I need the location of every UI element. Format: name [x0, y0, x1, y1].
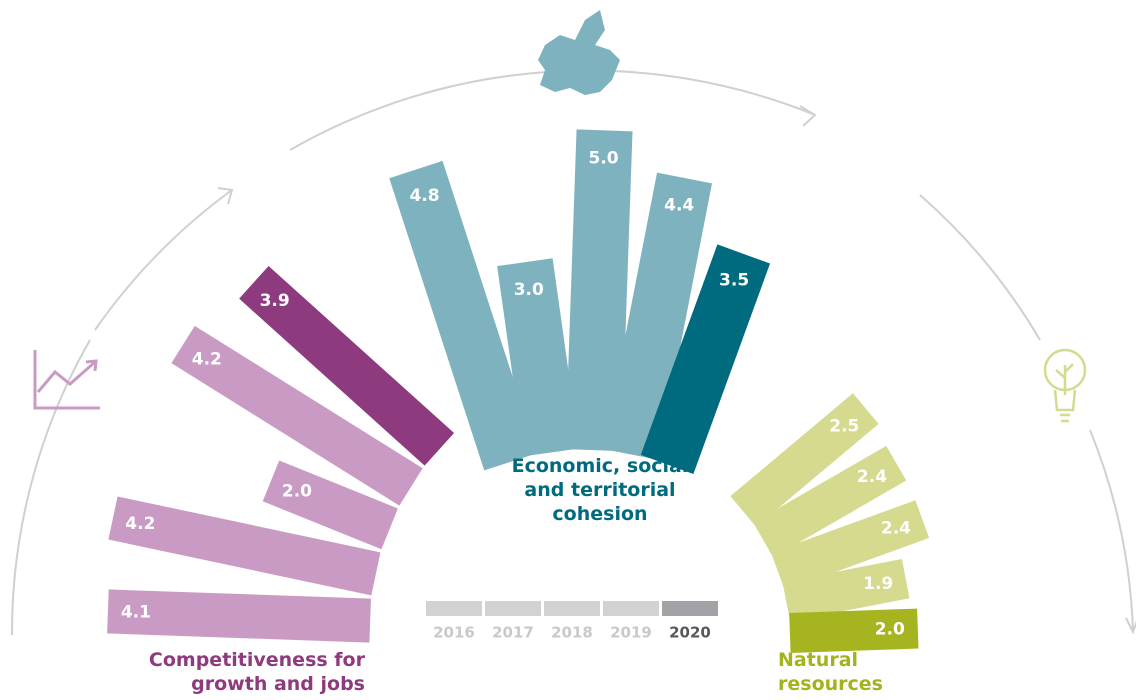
bar — [603, 172, 713, 460]
legend-swatch — [544, 601, 600, 616]
legend-label: 2016 — [433, 624, 475, 642]
bar — [789, 608, 919, 654]
bar — [262, 460, 398, 550]
legend-swatch — [662, 601, 718, 616]
value-label: 3.0 — [514, 280, 544, 300]
legend-swatch — [603, 601, 659, 616]
value-label: 3.9 — [260, 291, 290, 311]
value-label: 5.0 — [589, 148, 619, 168]
bar — [565, 129, 633, 452]
bar — [389, 160, 538, 471]
value-label: 4.4 — [664, 195, 694, 215]
value-label: 3.5 — [719, 270, 749, 290]
value-label: 4.1 — [121, 602, 151, 622]
legend-swatch — [485, 601, 541, 616]
eu-map-icon — [538, 10, 620, 95]
value-label: 4.2 — [192, 349, 222, 369]
legend-label: 2018 — [551, 624, 593, 642]
bulb-icon — [1043, 348, 1087, 423]
bar — [753, 445, 907, 558]
bar — [771, 500, 930, 591]
group-label: Economic, social and territorial cohesio… — [511, 455, 689, 525]
legend-swatch — [426, 601, 482, 616]
bar — [730, 393, 879, 527]
legend-label: 2020 — [669, 624, 711, 642]
bar — [640, 244, 771, 475]
value-label: 2.5 — [829, 417, 859, 437]
value-label: 1.9 — [863, 574, 893, 594]
bar — [108, 496, 381, 596]
bar — [107, 589, 371, 643]
value-label: 2.0 — [282, 481, 312, 501]
growth-icon — [33, 350, 100, 410]
legend-label: 2017 — [492, 624, 534, 642]
bar — [239, 265, 455, 466]
group-label: Competitiveness for growth and jobs — [148, 649, 365, 695]
bar — [497, 258, 580, 457]
value-label: 2.4 — [881, 519, 911, 539]
bar — [171, 325, 423, 506]
value-label: 2.4 — [857, 467, 887, 487]
value-label: 2.0 — [875, 620, 905, 640]
value-label: 4.2 — [125, 514, 155, 534]
legend-label: 2019 — [610, 624, 652, 642]
value-label: 4.8 — [409, 186, 439, 206]
group-label: Natural resources — [778, 649, 883, 695]
bar — [782, 559, 910, 622]
